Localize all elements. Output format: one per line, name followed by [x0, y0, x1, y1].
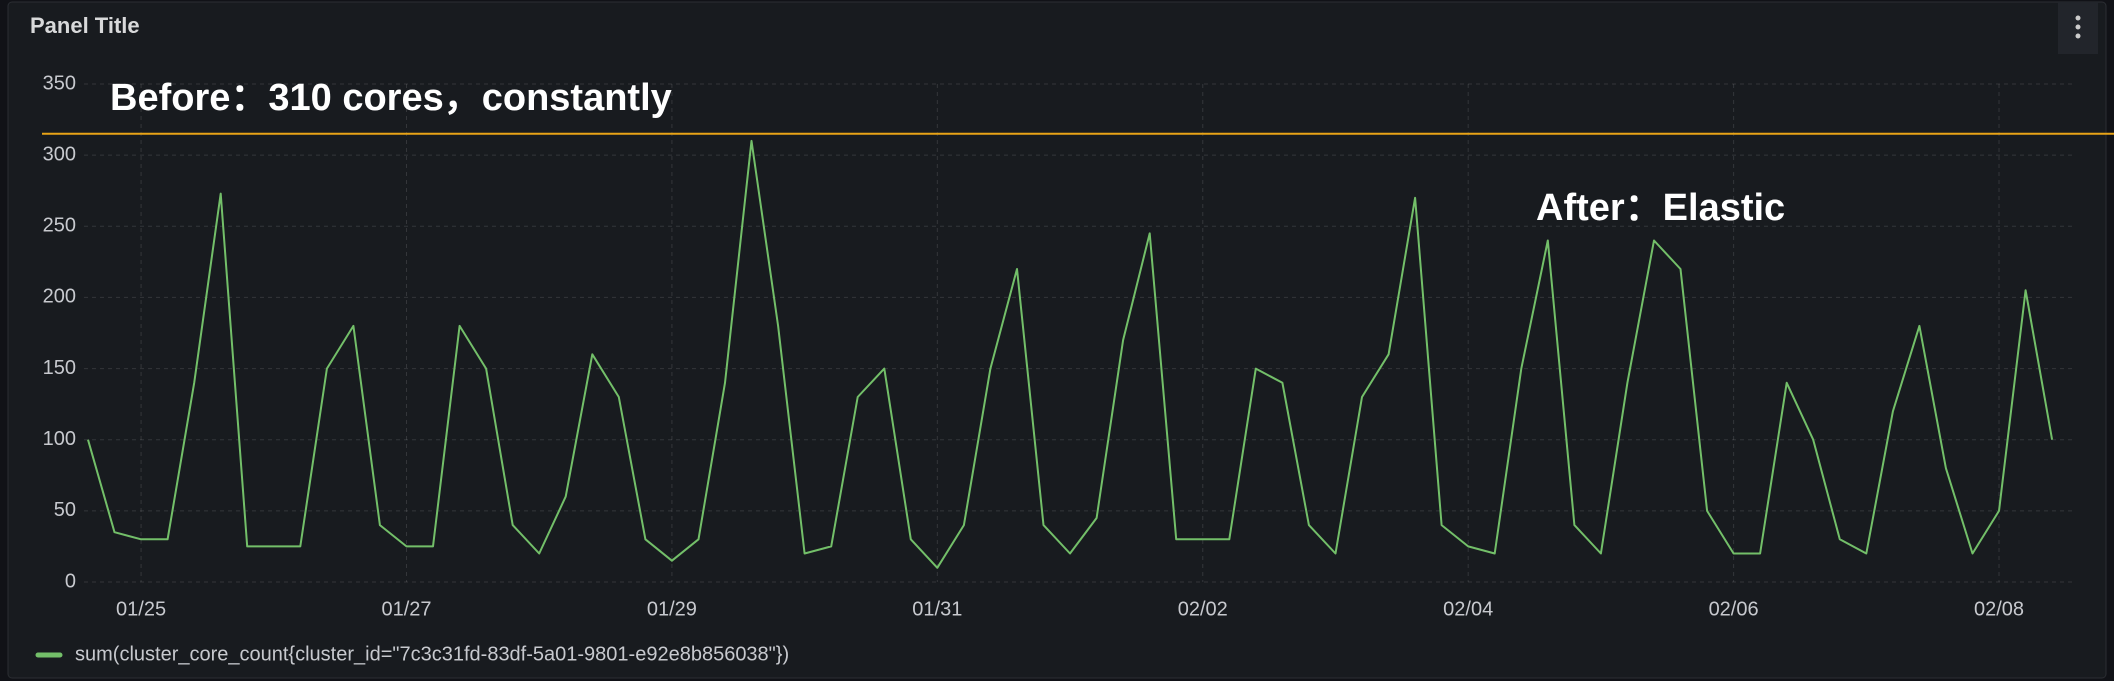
menu-dot	[2075, 24, 2081, 30]
x-tick-label: 02/06	[1709, 598, 1759, 620]
x-tick-label: 01/29	[647, 598, 697, 620]
y-tick-label: 50	[54, 499, 76, 521]
x-tick-label: 01/25	[116, 598, 166, 620]
y-tick-label: 250	[43, 215, 76, 237]
x-tick-label: 01/31	[912, 598, 962, 620]
x-tick-label: 02/02	[1178, 598, 1228, 620]
menu-button[interactable]	[2058, 2, 2098, 54]
series-line	[87, 139, 2054, 569]
x-tick-label: 02/08	[1974, 598, 2024, 620]
panel-title: Panel Title	[30, 13, 140, 38]
x-tick-label: 01/27	[381, 598, 431, 620]
panel-frame	[7, 1, 2107, 679]
y-tick-label: 300	[43, 143, 76, 165]
y-tick-label: 150	[43, 357, 76, 379]
y-tick-label: 200	[43, 286, 76, 308]
annotation: Before：310 cores，constantly	[110, 77, 672, 119]
menu-dot	[2075, 15, 2081, 21]
annotation: After：Elastic	[1536, 187, 1785, 229]
y-tick-label: 100	[43, 428, 76, 450]
y-tick-label: 0	[65, 570, 76, 592]
legend-label: sum(cluster_core_count{cluster_id="7c3c3…	[75, 643, 789, 665]
x-tick-label: 02/04	[1443, 598, 1493, 620]
menu-dot	[2075, 33, 2081, 39]
y-tick-label: 350	[43, 72, 76, 94]
